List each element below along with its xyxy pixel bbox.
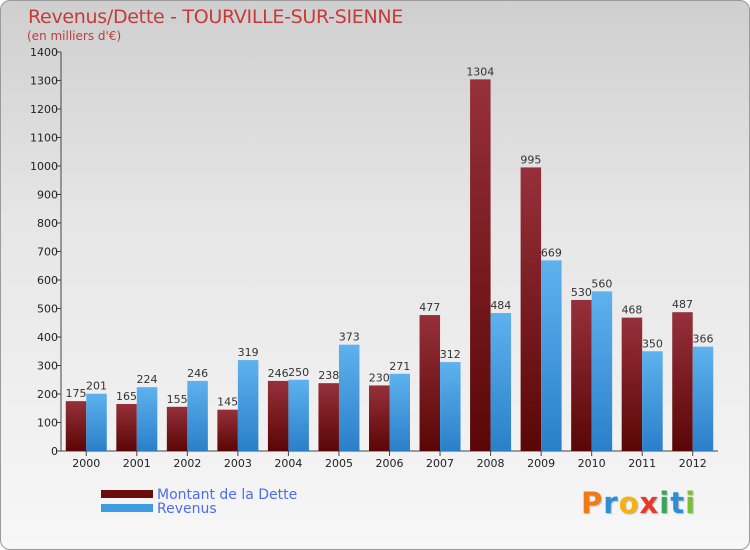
x-tick-label: 2002 (173, 457, 201, 470)
x-tick-label: 2008 (477, 457, 505, 470)
bar-revenus (389, 373, 410, 451)
data-label: 484 (490, 299, 511, 312)
bar-dette (267, 380, 289, 451)
data-label: 319 (238, 346, 259, 359)
bar-revenus (642, 351, 663, 451)
bar-revenus (237, 360, 259, 451)
y-tick-label: 600 (37, 274, 58, 287)
data-label: 271 (389, 360, 410, 373)
x-tick-label: 2006 (376, 457, 404, 470)
y-tick-label: 1000 (30, 160, 58, 173)
data-label: 230 (369, 371, 390, 384)
x-tick-label: 2005 (325, 457, 353, 470)
y-tick-label: 700 (37, 246, 58, 259)
bar-revenus (490, 313, 512, 451)
legend-swatch-dette (101, 490, 153, 498)
bar-revenus (541, 260, 562, 451)
bar-dette (65, 401, 87, 451)
bar-dette (470, 79, 491, 452)
data-label: 312 (440, 348, 461, 361)
y-tick-label: 1400 (30, 46, 58, 59)
x-tick-label: 2004 (274, 457, 302, 470)
legend-label-dette: Montant de la Dette (157, 487, 298, 503)
bar-dette (419, 315, 441, 451)
logo-letter: i (685, 486, 697, 520)
y-tick-label: 800 (37, 217, 58, 230)
logo-letter: t (670, 486, 686, 520)
data-label: 373 (339, 331, 360, 344)
data-label: 487 (672, 298, 693, 311)
y-tick-label: 1100 (30, 132, 58, 145)
logo-letter: x (639, 486, 660, 520)
y-tick-label: 1200 (30, 103, 58, 116)
logo-letter: r (603, 486, 619, 520)
bar-revenus (692, 346, 714, 451)
y-tick-label: 400 (37, 331, 58, 344)
data-label: 155 (167, 393, 188, 406)
bar-dette (520, 167, 542, 452)
data-label: 175 (66, 387, 87, 400)
bar-revenus (288, 379, 309, 451)
x-tick-label: 2009 (527, 457, 555, 470)
bar-dette (116, 403, 137, 451)
y-tick-label: 1300 (30, 75, 58, 88)
data-label: 250 (288, 366, 309, 379)
logo-letter: o (618, 486, 640, 520)
bar-dette (571, 299, 592, 451)
y-tick-label: 900 (37, 189, 58, 202)
data-label: 560 (591, 277, 612, 290)
data-label: 669 (541, 246, 562, 259)
bar-dette (217, 409, 238, 451)
y-tick-label: 0 (51, 445, 58, 458)
bar-revenus (440, 362, 461, 451)
data-label: 238 (318, 369, 339, 382)
bar-revenus (591, 291, 613, 451)
data-label: 246 (268, 367, 289, 380)
x-tick-label: 2007 (426, 457, 454, 470)
chart-title: Revenus/Dette - TOURVILLE-SUR-SIENNE (28, 6, 404, 28)
y-tick-label: 500 (37, 303, 58, 316)
data-label: 995 (520, 153, 541, 166)
x-tick-label: 2000 (72, 457, 100, 470)
bar-dette (621, 317, 643, 451)
y-tick-label: 100 (37, 417, 58, 430)
logo-letter: i (659, 486, 671, 520)
bar-dette (318, 383, 339, 451)
legend-swatch-revenus (101, 504, 153, 512)
data-label: 246 (187, 367, 208, 380)
bar-revenus (187, 380, 208, 451)
data-label: 201 (86, 380, 107, 393)
data-label: 224 (137, 373, 158, 386)
logo-letter: P (581, 486, 604, 520)
x-tick-label: 2011 (628, 457, 656, 470)
data-label: 1304 (466, 65, 494, 78)
x-tick-label: 2010 (578, 457, 606, 470)
bar-dette (166, 406, 188, 451)
bar-revenus (136, 387, 158, 451)
legend-label-revenus: Revenus (157, 501, 217, 517)
y-tick-label: 300 (37, 360, 58, 373)
x-tick-label: 2003 (224, 457, 252, 470)
proxiti-logo: Proxiti (581, 486, 696, 520)
data-label: 477 (419, 301, 440, 314)
data-label: 350 (642, 337, 663, 350)
data-label: 530 (571, 286, 592, 299)
x-tick-label: 2001 (123, 457, 151, 470)
bar-dette (672, 312, 693, 451)
data-label: 366 (692, 333, 713, 346)
y-tick-label: 200 (37, 388, 58, 401)
data-label: 468 (621, 304, 642, 317)
bar-revenus (338, 344, 360, 451)
bar-dette (369, 385, 390, 451)
data-label: 145 (217, 396, 238, 409)
chart-subtitle: (en milliers d'€) (27, 29, 122, 43)
data-label: 165 (116, 390, 137, 403)
x-tick-label: 2012 (679, 457, 707, 470)
bar-revenus (86, 393, 107, 451)
